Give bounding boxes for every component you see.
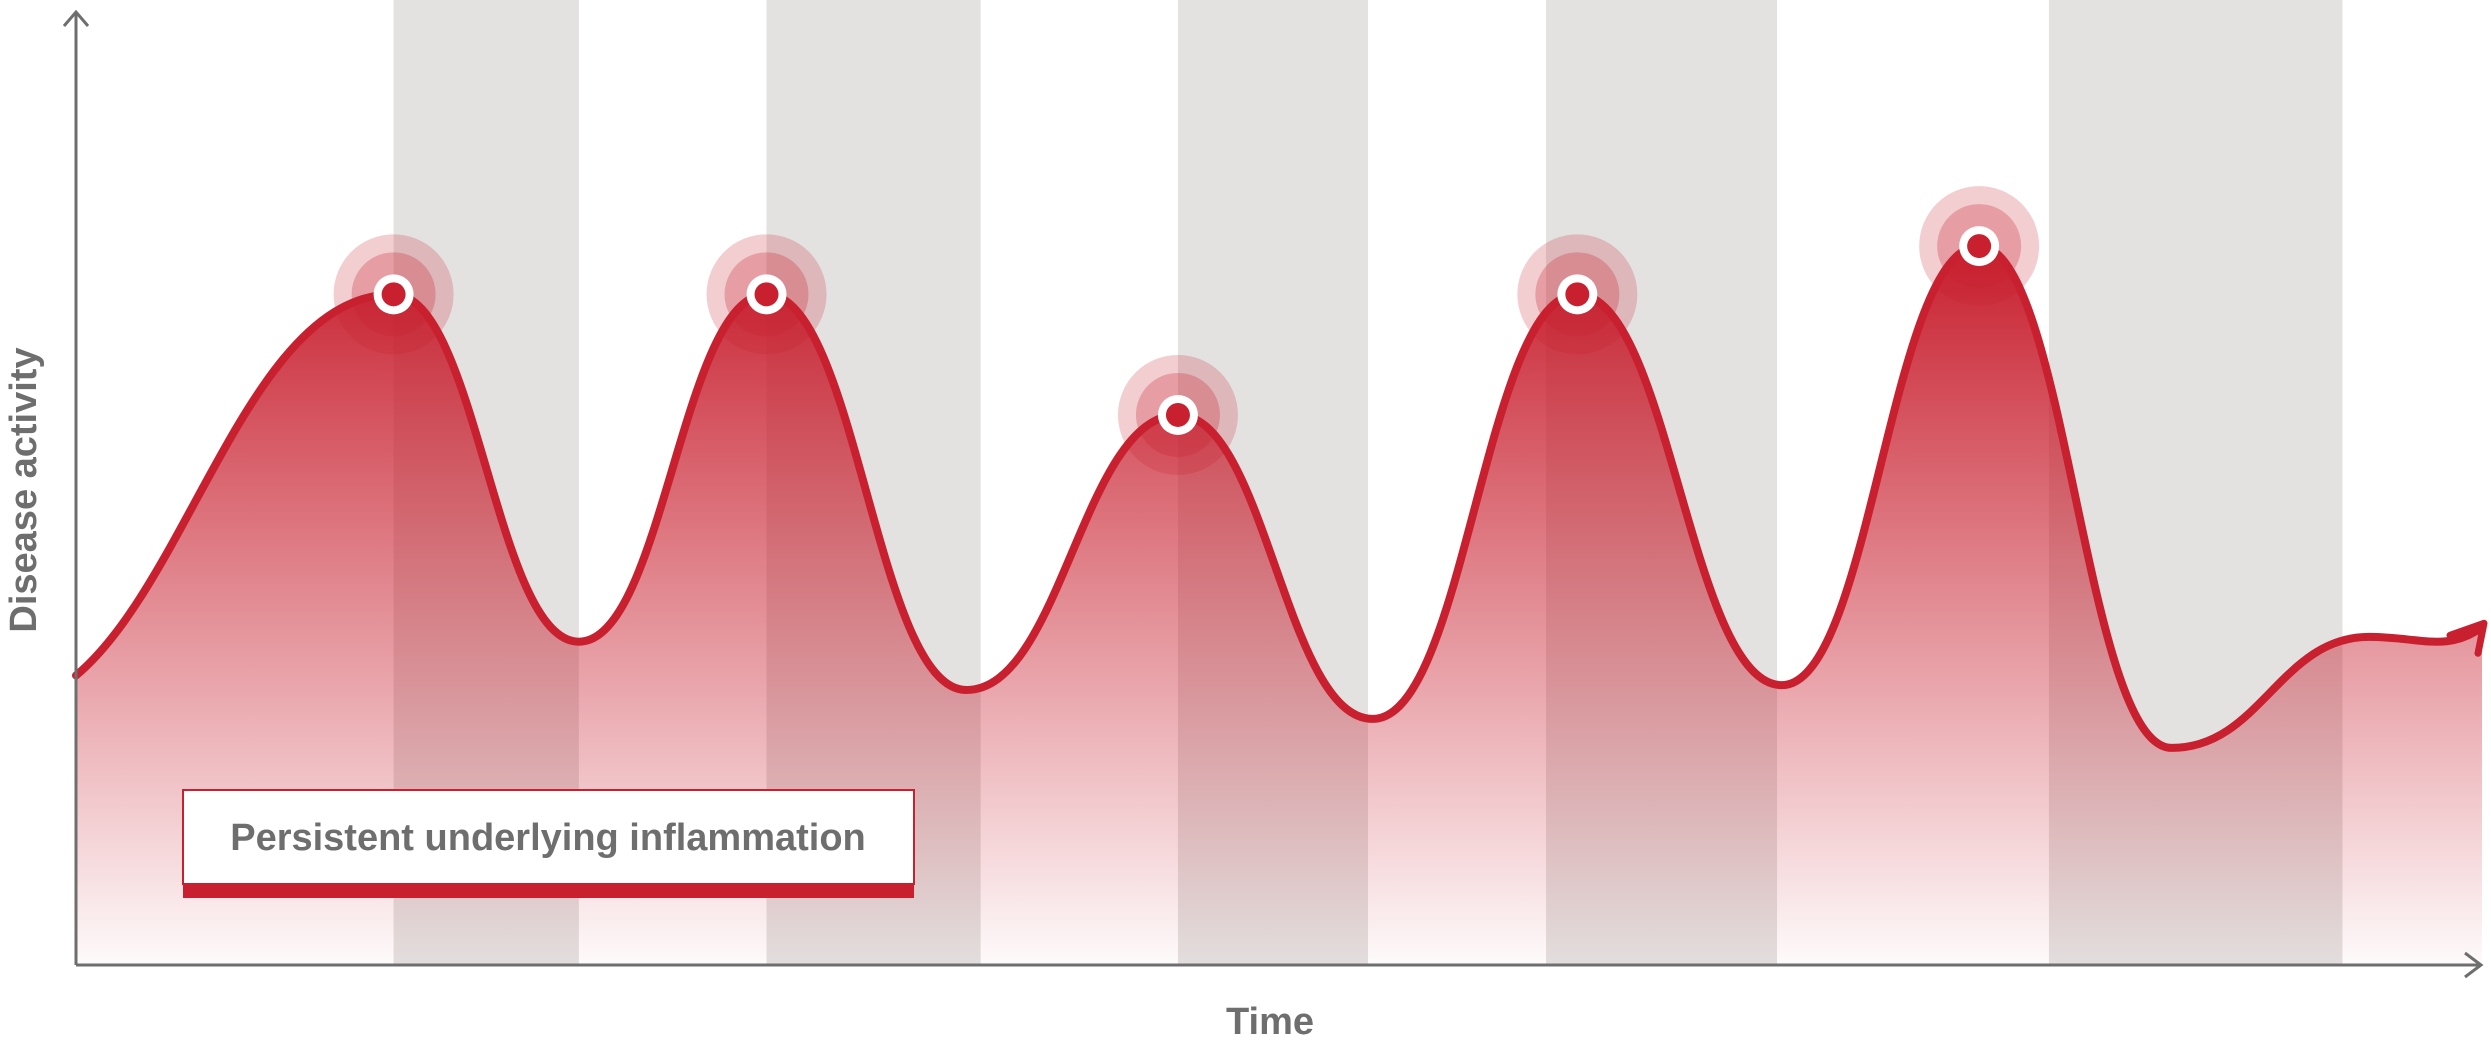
disease-activity-line — [72, 242, 2486, 752]
flare-peak-marker-3 — [1117, 354, 1238, 475]
flare-peak-marker-4 — [1517, 234, 1638, 355]
flare-peak-marker-2 — [706, 234, 827, 355]
annotation-text: Persistent underlying inflammation — [230, 817, 866, 859]
flare-peak-marker-5 — [1919, 186, 2040, 307]
x-axis-label: Time — [1226, 1001, 1314, 1043]
annotation-underline — [183, 884, 914, 898]
line-arrow-head — [2446, 619, 2488, 657]
y-axis — [62, 9, 90, 965]
x-axis — [76, 951, 2484, 979]
y-axis-arrow-icon — [62, 9, 90, 27]
flare-peaks — [333, 186, 2040, 475]
y-axis-label: Disease activity — [3, 347, 45, 632]
annotation-box: Persistent underlying inflammation — [182, 789, 915, 898]
flare-peak-marker-1 — [333, 234, 454, 355]
disease-area — [76, 246, 2482, 965]
x-axis-arrow-icon — [2464, 951, 2484, 979]
